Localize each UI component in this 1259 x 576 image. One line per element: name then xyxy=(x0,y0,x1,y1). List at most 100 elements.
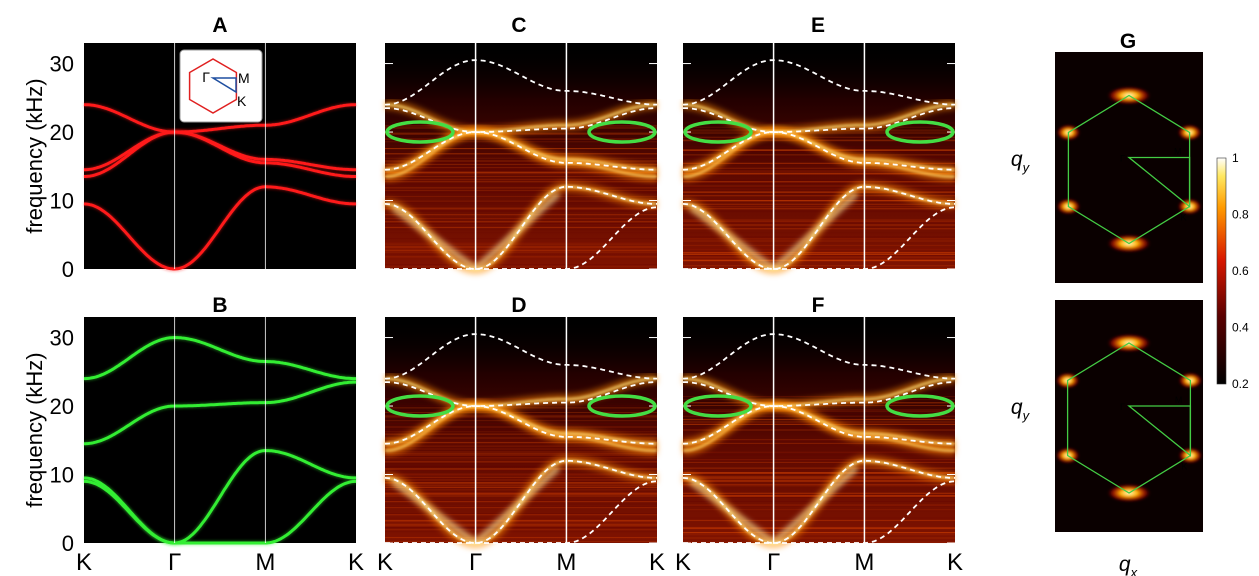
bz-inset-frame xyxy=(179,49,263,123)
highlight-ellipse-right xyxy=(587,394,657,418)
colorbar-tick-label: 0.6 xyxy=(1232,264,1249,278)
theory-dashed-curve xyxy=(385,131,657,171)
x-tick-label: K xyxy=(377,549,393,576)
bz-path xyxy=(210,77,237,94)
panel-label-e: E xyxy=(811,14,825,37)
qy-label: qy xyxy=(1011,148,1031,175)
map-m-label: M xyxy=(1174,147,1182,157)
acoustic-branch xyxy=(689,191,859,272)
y-tick-label: 0 xyxy=(62,531,74,556)
panel-c xyxy=(384,43,658,274)
theory-dashed-curve xyxy=(683,59,955,106)
band-line xyxy=(84,130,356,172)
theory-dashed-curve xyxy=(683,405,955,445)
spectral-band-core xyxy=(682,103,956,134)
bz-path xyxy=(1127,156,1191,208)
qy-symbol: q xyxy=(1011,148,1023,171)
band-line xyxy=(83,103,357,134)
panel-label-b: B xyxy=(212,294,227,317)
panel-d xyxy=(384,317,658,548)
y-tick-label: 30 xyxy=(50,52,74,77)
spectral-band-core xyxy=(384,103,658,134)
bz-inset: Γ MK xyxy=(179,49,263,123)
panel-label-a: A xyxy=(212,14,227,37)
y-axis-label: frequency (kHz) xyxy=(22,352,47,507)
map-gamma-label: Γ xyxy=(1120,154,1125,164)
acoustic-branch xyxy=(391,465,561,546)
y-axis-label: frequency (kHz) xyxy=(22,78,47,233)
theory-dashed-curve xyxy=(683,206,955,270)
colorbar-tick-label: 0.4 xyxy=(1232,321,1249,335)
band-line xyxy=(84,479,356,545)
bz-k-label: K xyxy=(237,93,247,109)
qx-subscript: x xyxy=(1130,565,1138,576)
spectral-band-core xyxy=(682,377,956,408)
qy-label: qy xyxy=(1011,396,1031,423)
theory-dashed-curve xyxy=(385,333,657,380)
panel-f xyxy=(682,317,956,548)
theory-dashed-curve xyxy=(384,185,657,270)
x-tick-label: K xyxy=(76,549,92,576)
panel-background xyxy=(84,317,356,543)
panel-e xyxy=(682,43,956,274)
y-tick-label: 10 xyxy=(50,463,74,488)
qy-subscript: y xyxy=(1022,408,1031,423)
map-k-label: K xyxy=(1181,213,1187,223)
map-m-label: M xyxy=(1175,395,1183,405)
panel-g-bottom-map: Γ M K xyxy=(1055,300,1203,532)
x-tick-label: K xyxy=(947,549,963,576)
qx-label: qx xyxy=(1119,553,1138,576)
theory-dashed-curve xyxy=(385,480,657,544)
y-tick-label: 30 xyxy=(50,326,74,351)
acoustic-branch xyxy=(689,465,859,546)
theory-dashed-curve xyxy=(682,459,955,544)
x-tick-label: Γ xyxy=(168,549,181,576)
highlight-ellipse-left xyxy=(683,120,753,144)
x-tick-label: K xyxy=(675,549,691,576)
highlight-ellipse-right xyxy=(885,120,955,144)
bz-path xyxy=(1127,405,1192,457)
colorbar-tick-label: 1 xyxy=(1232,151,1239,165)
x-tick-label: Γ xyxy=(469,549,482,576)
spectral-band-core xyxy=(384,377,658,408)
map-k-label: K xyxy=(1181,462,1187,472)
bz-m-label: M xyxy=(238,70,250,86)
theory-dashed-curve xyxy=(683,381,955,407)
band-line xyxy=(83,185,356,271)
theory-dashed-curve xyxy=(683,333,955,380)
colorbar-tick-label: 0.2 xyxy=(1232,377,1249,391)
theory-dashed-curve xyxy=(385,206,657,270)
acoustic-branch xyxy=(391,191,561,272)
theory-dashed-curve xyxy=(683,480,955,544)
theory-dashed-curve xyxy=(683,131,955,171)
theory-dashed-curve xyxy=(384,459,657,544)
panel-label-f: F xyxy=(812,294,825,317)
theory-dashed-curve xyxy=(683,107,955,133)
x-tick-label: K xyxy=(649,549,665,576)
panel-b xyxy=(83,317,356,546)
x-tick-label: Γ xyxy=(767,549,780,576)
theory-dashed-curve xyxy=(385,59,657,106)
theory-dashed-curve xyxy=(385,107,657,133)
theory-dashed-curve xyxy=(385,381,657,407)
y-tick-label: 10 xyxy=(50,189,74,214)
panel-label-g: G xyxy=(1120,30,1136,53)
x-tick-label: M xyxy=(854,549,874,576)
highlight-ellipse-right xyxy=(587,120,657,144)
colorbar-gradient xyxy=(1216,157,1227,385)
qy-subscript: y xyxy=(1022,160,1031,175)
highlight-ellipse-left xyxy=(385,120,455,144)
y-tick-label: 0 xyxy=(62,257,74,282)
x-tick-label: K xyxy=(348,549,364,576)
colorbar: 1 0.8 0.6 0.4 0.2 xyxy=(1216,151,1249,391)
y-tick-label: 20 xyxy=(50,394,74,419)
bz-hexagon xyxy=(188,58,238,114)
band-line xyxy=(84,335,356,381)
highlight-ellipse-right xyxy=(885,394,955,418)
qx-symbol: q xyxy=(1119,553,1131,576)
panel-g-top-map: Γ M K xyxy=(1055,52,1203,283)
map-gamma-label: Γ xyxy=(1120,402,1125,412)
theory-dashed-curve xyxy=(682,185,955,270)
